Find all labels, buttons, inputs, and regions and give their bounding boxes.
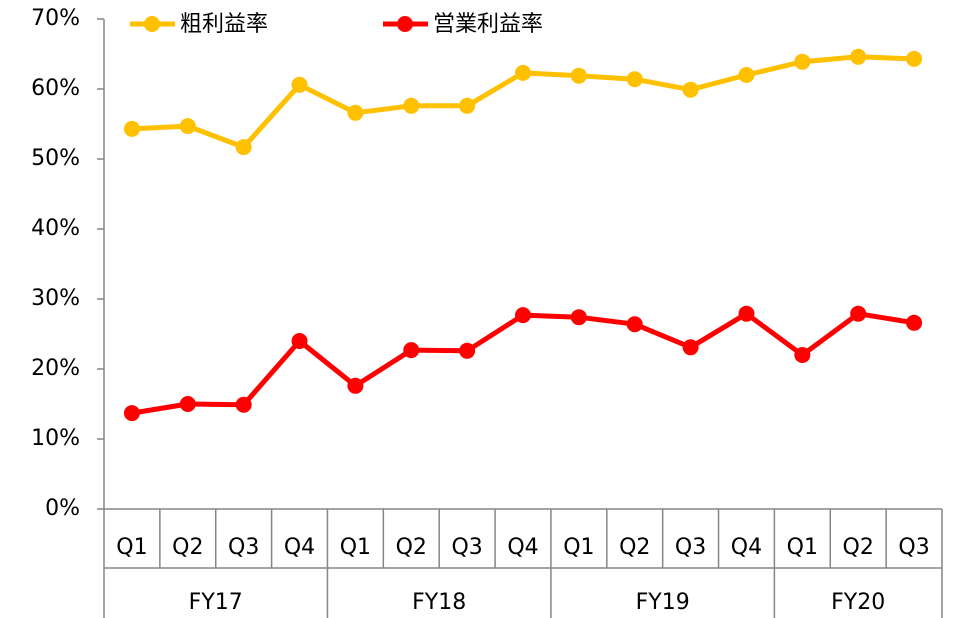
data-point: [570, 67, 587, 84]
x-tick-label: Q2: [619, 535, 650, 560]
x-tick-label: Q4: [507, 535, 538, 560]
data-point: [179, 118, 196, 135]
x-tick-label: Q3: [675, 535, 706, 560]
data-point: [682, 81, 699, 98]
data-point: [906, 50, 923, 67]
y-tick-label: 20%: [31, 356, 80, 381]
data-point: [291, 76, 308, 93]
data-point: [850, 305, 867, 322]
x-tick-label: Q1: [340, 535, 371, 560]
x-tick-label: Q1: [116, 535, 147, 560]
data-point: [682, 339, 699, 356]
x-tick-label: Q2: [396, 535, 427, 560]
y-tick-label: 70%: [31, 6, 80, 31]
data-point: [291, 333, 308, 349]
data-point: [515, 307, 531, 324]
y-tick-label: 40%: [31, 216, 80, 241]
x-tick-label: Q3: [451, 535, 482, 560]
data-point: [906, 314, 923, 331]
x-tick-label: Q4: [731, 535, 762, 560]
data-point: [738, 67, 755, 83]
data-point: [794, 347, 811, 363]
data-point: [794, 53, 811, 70]
data-point: [570, 309, 587, 326]
legend-marker: [144, 16, 160, 32]
x-tick-label: Q2: [172, 535, 203, 560]
data-point: [179, 396, 196, 412]
data-point: [459, 342, 476, 359]
group-label: FY19: [636, 590, 690, 615]
x-tick-label: Q3: [898, 535, 929, 560]
data-point: [403, 342, 420, 359]
data-point: [235, 139, 252, 156]
group-label: FY18: [412, 590, 466, 615]
x-tick-label: Q1: [787, 535, 818, 560]
legend-marker: [397, 16, 413, 32]
x-tick-label: Q3: [228, 535, 259, 560]
x-tick-label: Q1: [563, 535, 594, 560]
y-tick-label: 50%: [31, 146, 80, 171]
data-point: [738, 305, 755, 322]
y-tick-label: 10%: [31, 426, 80, 451]
y-tick-label: 60%: [31, 76, 80, 101]
y-tick-label: 0%: [45, 496, 80, 521]
legend-label: 営業利益率: [433, 12, 543, 37]
data-point: [626, 316, 643, 333]
data-point: [459, 97, 476, 114]
data-point: [850, 48, 867, 65]
data-point: [626, 71, 643, 88]
data-point: [123, 405, 140, 422]
data-point: [123, 120, 140, 137]
data-point: [347, 104, 364, 121]
data-point: [347, 377, 364, 394]
group-label: FY20: [831, 590, 885, 615]
data-point: [403, 97, 420, 114]
x-tick-label: Q4: [284, 535, 315, 560]
x-tick-label: Q2: [843, 535, 874, 560]
data-point: [235, 396, 252, 413]
y-tick-label: 30%: [31, 286, 80, 311]
data-point: [515, 64, 531, 81]
legend-label: 粗利益率: [180, 12, 268, 37]
group-label: FY17: [189, 590, 243, 615]
series-line: [131, 311, 915, 416]
